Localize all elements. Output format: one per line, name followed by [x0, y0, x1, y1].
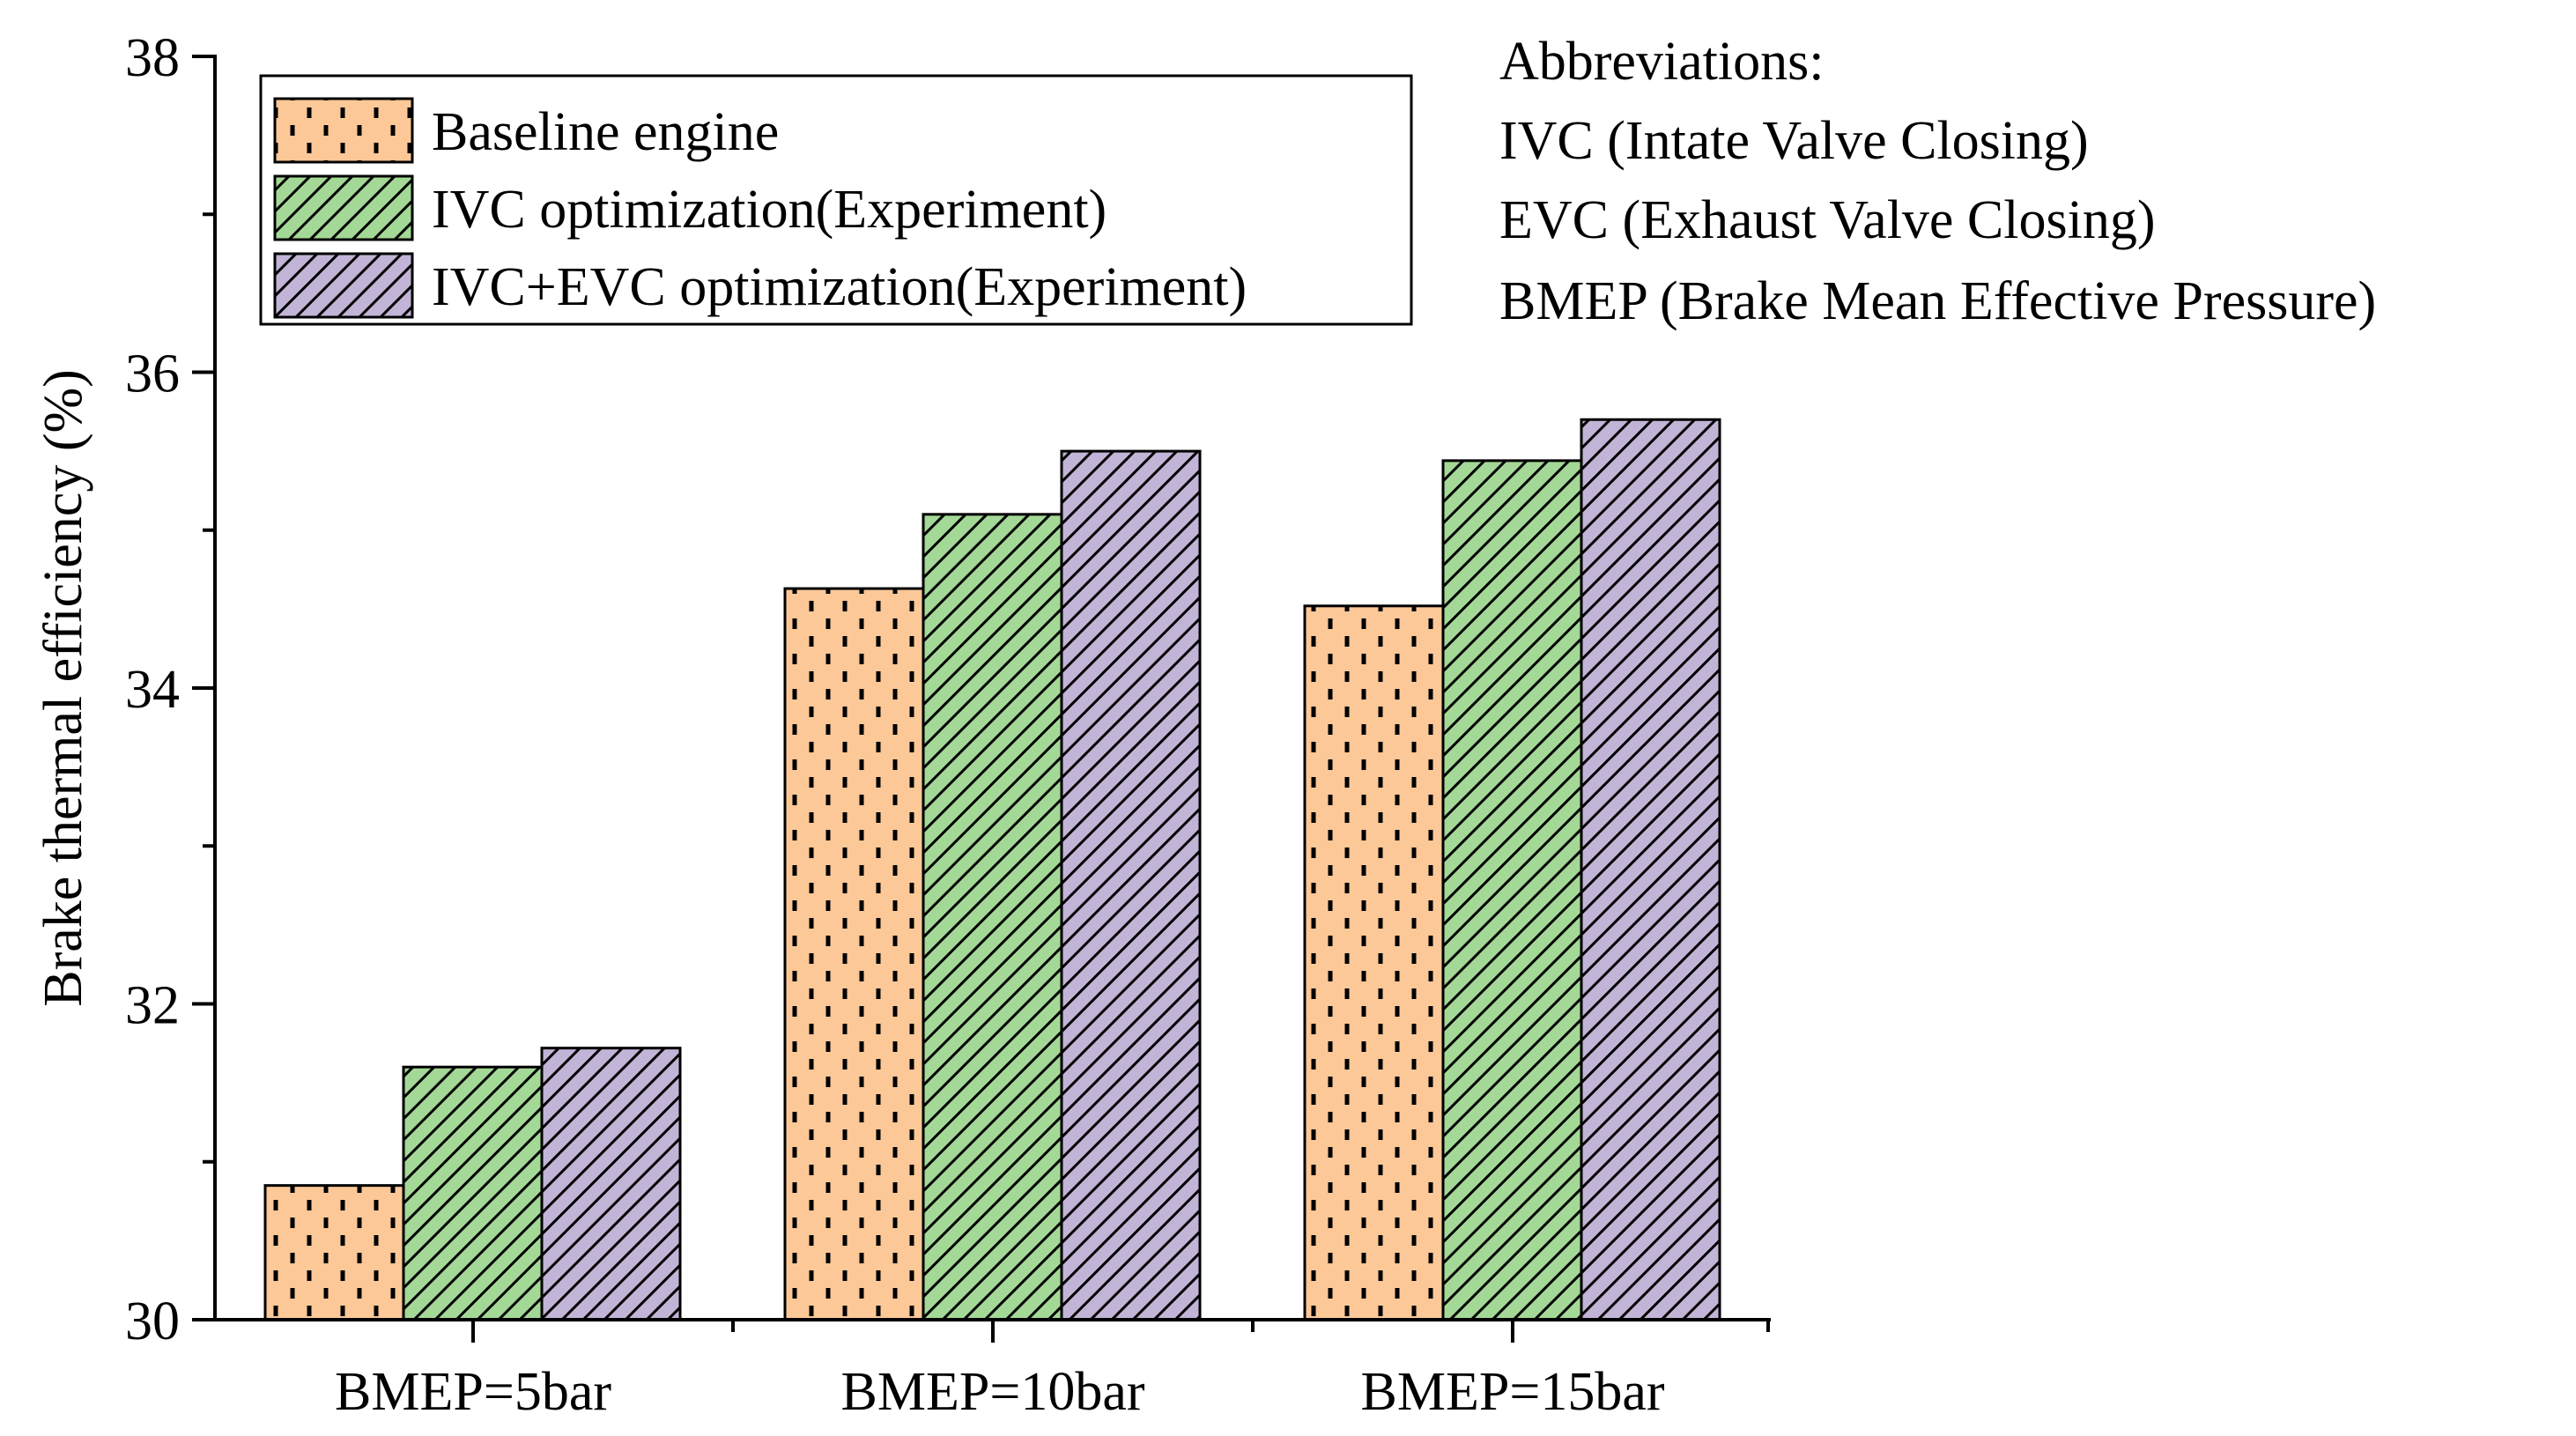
x-tick-label: BMEP=5bar	[335, 1362, 611, 1422]
y-tick-label: 32	[125, 976, 180, 1036]
x-tick-label: BMEP=15bar	[1361, 1362, 1665, 1422]
y-tick-label: 34	[125, 660, 180, 720]
bar-hatch-2-3	[1441, 459, 1583, 1321]
bars-layer	[263, 418, 1721, 1321]
legend-label-2: IVC optimization(Experiment)	[432, 180, 1107, 240]
legend-label-3: IVC+EVC optimization(Experiment)	[432, 257, 1247, 317]
abbreviation-line-4: BMEP (Brake Mean Effective Pressure)	[1499, 271, 2376, 331]
bar-hatch-3-3	[1580, 418, 1721, 1321]
axes-layer: 30 32 34 36 38 BMEP=5bar BMEP=10bar BMEP=15bar B…	[33, 28, 1771, 1422]
legend-box	[259, 74, 1413, 326]
legend-swatch-hatch-2	[273, 174, 414, 241]
bar-hatch-1-1	[263, 1184, 405, 1321]
abbreviation-line-2: IVC (Intate Valve Closing)	[1499, 111, 2089, 171]
abbreviation-line-1: Abbreviations:	[1499, 32, 1825, 92]
bar-hatch-2-1	[402, 1065, 544, 1321]
legend-swatch-hatch-3	[273, 252, 414, 319]
legend: Baseline engine IVC optimization(Experime…	[259, 74, 1413, 326]
bar-hatch-1-2	[783, 587, 925, 1321]
legend-label-1: Baseline engine	[432, 102, 779, 162]
y-tick-label: 36	[125, 344, 180, 404]
bar-hatch-3-1	[540, 1047, 682, 1321]
abbreviation-line-3: EVC (Exhaust Valve Closing)	[1499, 190, 2156, 250]
y-tick-label: 38	[125, 28, 180, 88]
legend-swatch-hatch-1	[273, 97, 414, 164]
y-axis-title: Brake thermal efficiency (%)	[33, 369, 93, 1007]
x-tick-label: BMEP=10bar	[841, 1362, 1145, 1422]
bar-hatch-2-2	[922, 513, 1063, 1321]
abbreviations-note: Abbreviations: IVC (Intate Valve Closing)…	[1499, 32, 2376, 331]
y-tick-label: 30	[125, 1292, 180, 1351]
bar-hatch-1-3	[1303, 604, 1445, 1321]
bar-hatch-3-2	[1060, 449, 1202, 1321]
